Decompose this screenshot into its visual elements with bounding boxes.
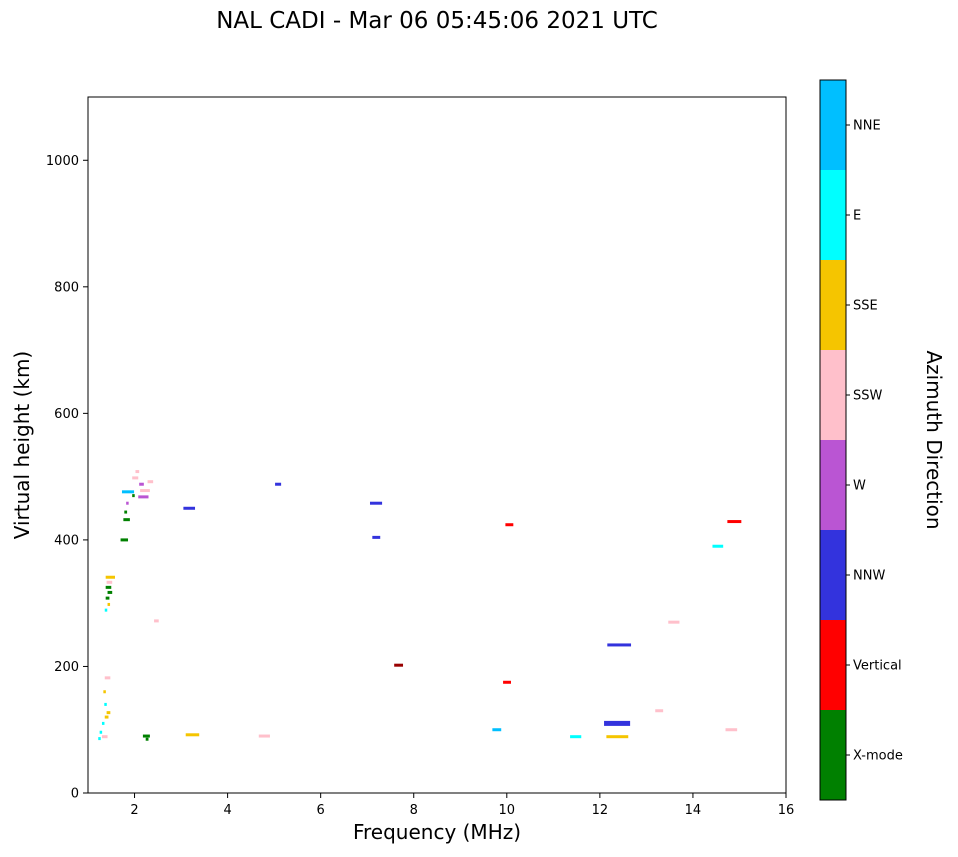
data-point bbox=[607, 643, 632, 647]
x-tick-label: 10 bbox=[499, 803, 516, 818]
data-point bbox=[123, 518, 130, 522]
data-point bbox=[126, 501, 129, 505]
data-point bbox=[727, 520, 742, 524]
data-point bbox=[258, 734, 270, 738]
data-point bbox=[183, 506, 196, 510]
data-point bbox=[604, 720, 631, 726]
colorbar-title: Azimuth Direction bbox=[922, 350, 946, 530]
data-point bbox=[105, 596, 110, 600]
x-tick-label: 16 bbox=[778, 803, 795, 818]
data-point bbox=[154, 619, 159, 623]
data-point bbox=[570, 735, 582, 739]
data-point bbox=[135, 470, 140, 474]
colorbar-segment-sse bbox=[820, 260, 846, 350]
data-point bbox=[104, 715, 109, 719]
data-point bbox=[668, 620, 680, 624]
data-point bbox=[142, 734, 150, 738]
colorbar-segment-nne bbox=[820, 80, 846, 170]
colorbar-segment-x-mode bbox=[820, 710, 846, 800]
data-point bbox=[139, 482, 144, 486]
data-point bbox=[104, 608, 108, 612]
y-tick-label: 200 bbox=[54, 660, 79, 675]
data-point bbox=[98, 737, 101, 741]
data-point bbox=[606, 735, 629, 739]
data-point bbox=[104, 702, 107, 706]
x-tick-label: 14 bbox=[685, 803, 702, 818]
data-point bbox=[105, 575, 115, 579]
x-tick-label: 8 bbox=[410, 803, 418, 818]
data-point bbox=[101, 735, 108, 739]
data-point bbox=[185, 733, 200, 737]
data-point bbox=[124, 510, 128, 514]
data-point bbox=[655, 709, 664, 713]
y-tick-label: 400 bbox=[54, 533, 79, 548]
colorbar-segment-e bbox=[820, 170, 846, 260]
data-point bbox=[372, 535, 381, 539]
y-tick-label: 800 bbox=[54, 280, 79, 295]
colorbar-segment-vertical bbox=[820, 620, 846, 710]
data-point bbox=[105, 585, 112, 589]
data-point bbox=[132, 494, 135, 498]
x-tick-label: 12 bbox=[592, 803, 609, 818]
colorbar-label-sse: SSE bbox=[853, 299, 878, 314]
colorbar-segment-nnw bbox=[820, 530, 846, 620]
y-tick-label: 1000 bbox=[46, 154, 79, 169]
colorbar-label-nnw: NNW bbox=[853, 569, 885, 584]
x-tick-label: 4 bbox=[223, 803, 231, 818]
data-point bbox=[104, 676, 111, 680]
data-point bbox=[107, 602, 111, 606]
colorbar-label-w: W bbox=[853, 479, 866, 494]
colorbar-label-nne: NNE bbox=[853, 119, 881, 134]
colorbar-label-x-mode: X-mode bbox=[853, 749, 903, 764]
data-point bbox=[107, 590, 113, 594]
data-point bbox=[101, 721, 105, 725]
data-point bbox=[147, 480, 154, 484]
colorbar-label-e: E bbox=[853, 209, 861, 224]
colorbar-segment-ssw bbox=[820, 350, 846, 440]
data-point bbox=[120, 538, 129, 542]
x-tick-label: 2 bbox=[130, 803, 138, 818]
data-point bbox=[503, 680, 511, 684]
data-point bbox=[132, 476, 139, 480]
data-point bbox=[505, 523, 514, 527]
data-point bbox=[99, 730, 103, 734]
x-axis-label: Frequency (MHz) bbox=[352, 820, 522, 844]
data-point bbox=[106, 711, 111, 715]
data-point bbox=[103, 690, 106, 694]
x-tick-label: 6 bbox=[317, 803, 325, 818]
data-point bbox=[140, 489, 150, 493]
colorbar-label-ssw: SSW bbox=[853, 389, 883, 404]
data-point bbox=[725, 728, 738, 732]
y-axis-label: Virtual height (km) bbox=[10, 350, 34, 540]
data-point bbox=[712, 544, 724, 548]
data-point bbox=[145, 737, 149, 741]
chart-title: NAL CADI - Mar 06 05:45:06 2021 UTC bbox=[216, 8, 658, 34]
colorbar-segment-w bbox=[820, 440, 846, 530]
data-point bbox=[106, 580, 113, 584]
data-point bbox=[138, 495, 149, 499]
colorbar-label-vertical: Vertical bbox=[853, 659, 902, 674]
y-tick-label: 600 bbox=[54, 407, 79, 422]
data-point bbox=[394, 663, 404, 667]
colorbar-frame bbox=[819, 79, 847, 801]
data-point bbox=[275, 482, 282, 486]
data-point bbox=[492, 728, 502, 732]
y-tick-label: 0 bbox=[71, 787, 79, 802]
data-point bbox=[369, 501, 383, 505]
data-point bbox=[121, 490, 135, 494]
plot-frame bbox=[87, 96, 787, 794]
